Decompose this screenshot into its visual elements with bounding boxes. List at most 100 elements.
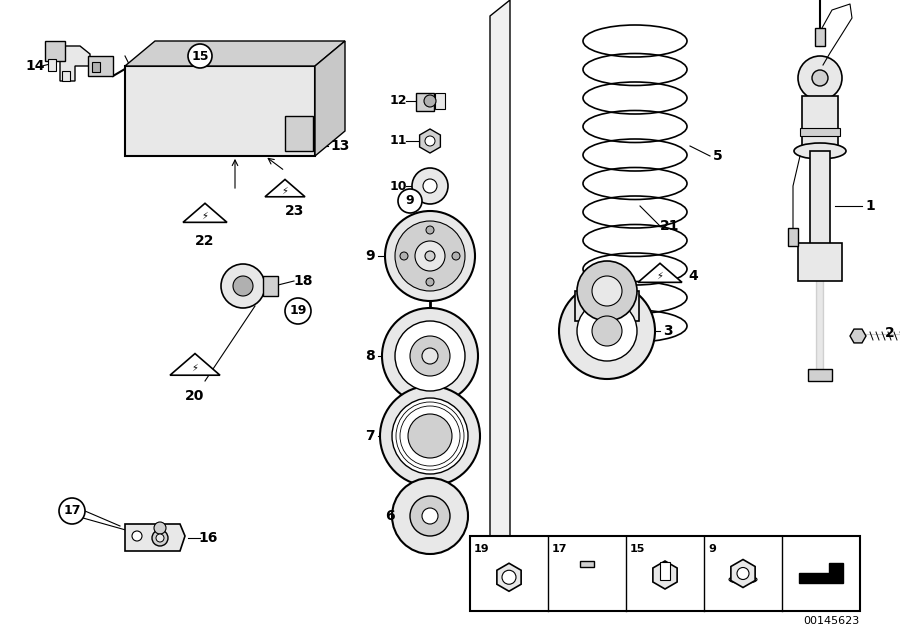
Circle shape bbox=[426, 278, 434, 286]
Bar bbox=[125, 66, 315, 156]
Text: 17: 17 bbox=[63, 504, 81, 518]
Circle shape bbox=[395, 321, 465, 391]
Text: 23: 23 bbox=[285, 204, 305, 218]
Text: ⚡: ⚡ bbox=[202, 211, 209, 221]
Circle shape bbox=[398, 189, 422, 213]
Polygon shape bbox=[850, 329, 866, 343]
Text: 8: 8 bbox=[365, 349, 375, 363]
Bar bbox=[416, 93, 434, 111]
Polygon shape bbox=[638, 263, 682, 282]
Circle shape bbox=[59, 498, 85, 524]
Circle shape bbox=[410, 496, 450, 536]
Bar bbox=[660, 562, 670, 580]
Polygon shape bbox=[195, 63, 220, 78]
Circle shape bbox=[188, 44, 212, 68]
Circle shape bbox=[412, 168, 448, 204]
Bar bbox=[808, 369, 832, 381]
Circle shape bbox=[415, 241, 445, 271]
Polygon shape bbox=[419, 129, 440, 153]
Circle shape bbox=[385, 211, 475, 301]
Circle shape bbox=[425, 251, 435, 261]
Text: 20: 20 bbox=[185, 389, 204, 403]
Circle shape bbox=[382, 308, 478, 404]
Polygon shape bbox=[60, 46, 90, 81]
Polygon shape bbox=[490, 0, 510, 606]
Bar bbox=[800, 128, 840, 136]
Text: 4: 4 bbox=[688, 269, 698, 283]
Bar bbox=[575, 291, 639, 321]
Circle shape bbox=[400, 252, 408, 260]
Text: 22: 22 bbox=[195, 234, 215, 248]
Bar bbox=[263, 276, 278, 296]
Circle shape bbox=[422, 508, 438, 524]
Text: 15: 15 bbox=[191, 50, 209, 62]
Circle shape bbox=[408, 414, 452, 458]
Bar bbox=[48, 59, 56, 71]
Circle shape bbox=[502, 570, 516, 584]
Bar bbox=[435, 93, 445, 109]
Polygon shape bbox=[580, 561, 594, 567]
Circle shape bbox=[152, 530, 168, 546]
Text: 7: 7 bbox=[365, 429, 374, 443]
Polygon shape bbox=[183, 204, 227, 223]
Bar bbox=[285, 116, 313, 151]
Text: 3: 3 bbox=[663, 324, 673, 338]
Text: 00145623: 00145623 bbox=[804, 616, 860, 626]
Text: 13: 13 bbox=[330, 139, 350, 153]
Polygon shape bbox=[170, 354, 220, 375]
Text: 21: 21 bbox=[661, 219, 680, 233]
Polygon shape bbox=[125, 41, 345, 66]
Text: 17: 17 bbox=[552, 544, 568, 554]
Text: 15: 15 bbox=[630, 544, 645, 554]
Text: 9: 9 bbox=[406, 195, 414, 207]
Text: 19: 19 bbox=[289, 305, 307, 317]
Polygon shape bbox=[315, 41, 345, 156]
Ellipse shape bbox=[794, 143, 846, 159]
Text: 12: 12 bbox=[389, 95, 407, 107]
Ellipse shape bbox=[729, 576, 757, 583]
Text: 19: 19 bbox=[474, 544, 490, 554]
Bar bbox=[810, 151, 830, 246]
Circle shape bbox=[221, 264, 265, 308]
Circle shape bbox=[392, 478, 468, 554]
Text: ⚡: ⚡ bbox=[657, 271, 663, 281]
Polygon shape bbox=[799, 563, 843, 583]
Text: 1: 1 bbox=[865, 199, 875, 213]
Text: 9: 9 bbox=[365, 249, 374, 263]
Circle shape bbox=[592, 316, 622, 346]
Bar bbox=[92, 62, 100, 72]
Bar bbox=[62, 71, 70, 81]
Circle shape bbox=[425, 136, 435, 146]
Polygon shape bbox=[125, 524, 185, 551]
Circle shape bbox=[410, 336, 450, 376]
Bar bbox=[88, 56, 113, 76]
Circle shape bbox=[737, 567, 749, 579]
Bar bbox=[470, 536, 860, 611]
Circle shape bbox=[452, 252, 460, 260]
Circle shape bbox=[392, 398, 468, 474]
Bar bbox=[798, 243, 842, 281]
Circle shape bbox=[132, 531, 142, 541]
Bar bbox=[802, 96, 838, 146]
Text: 6: 6 bbox=[385, 509, 395, 523]
Polygon shape bbox=[265, 179, 305, 197]
Circle shape bbox=[233, 276, 253, 296]
Circle shape bbox=[156, 534, 164, 542]
Circle shape bbox=[285, 298, 311, 324]
Circle shape bbox=[380, 386, 480, 486]
Text: ⚡: ⚡ bbox=[192, 363, 198, 373]
Circle shape bbox=[423, 179, 437, 193]
Circle shape bbox=[424, 95, 436, 107]
Bar bbox=[788, 228, 798, 246]
Bar bbox=[45, 41, 65, 61]
Circle shape bbox=[577, 301, 637, 361]
Circle shape bbox=[812, 70, 828, 86]
Circle shape bbox=[395, 221, 465, 291]
Polygon shape bbox=[652, 561, 677, 589]
Text: 11: 11 bbox=[389, 134, 407, 148]
Circle shape bbox=[798, 56, 842, 100]
Text: 16: 16 bbox=[198, 531, 218, 545]
Circle shape bbox=[422, 348, 438, 364]
Circle shape bbox=[426, 226, 434, 234]
Text: 5: 5 bbox=[713, 149, 723, 163]
